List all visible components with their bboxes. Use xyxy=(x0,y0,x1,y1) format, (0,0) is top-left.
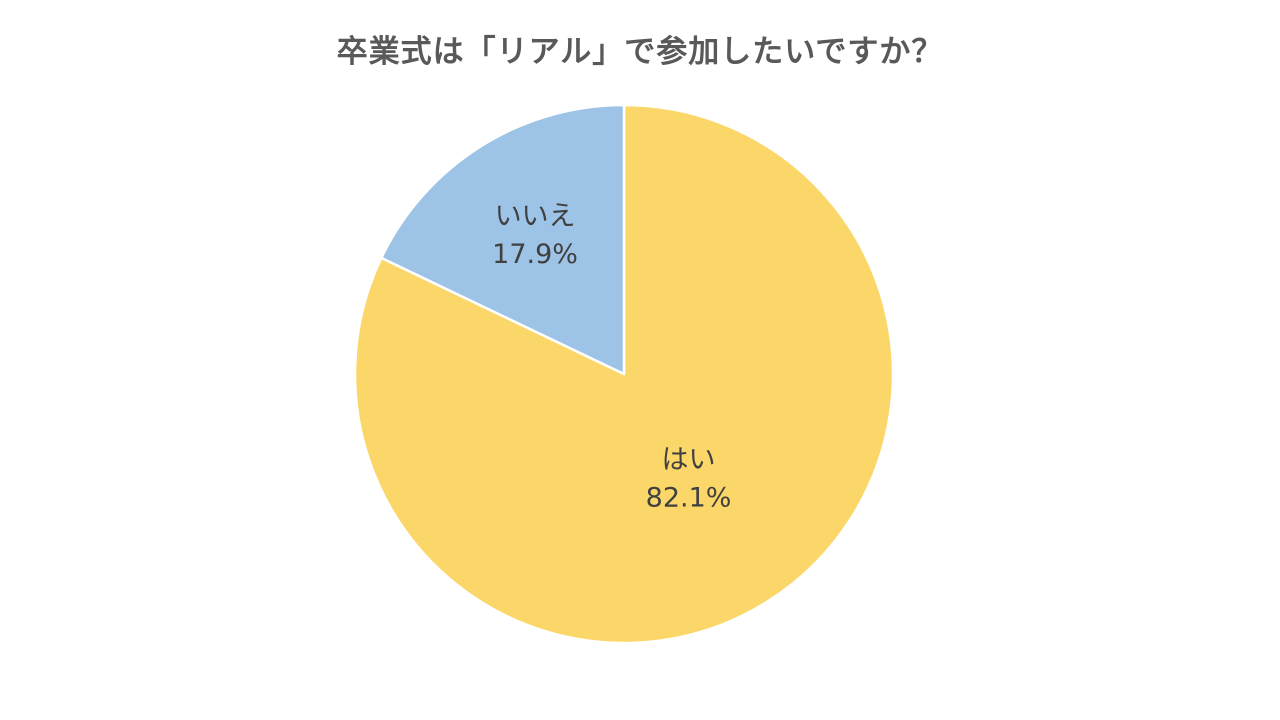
pie-labels: はい 82.1% いいえ 17.9% xyxy=(492,201,731,514)
pie-slice-1 xyxy=(380,103,626,376)
slice-value-label: 17.9% xyxy=(492,239,578,270)
slice-value-label: 82.1% xyxy=(646,482,732,513)
slice-category-label: いいえ xyxy=(495,201,576,232)
chart-title: 卒業式は「リアル」で参加したいですか？ xyxy=(336,34,944,70)
slice-category-label: はい xyxy=(662,444,716,475)
pie-slices xyxy=(353,103,895,645)
